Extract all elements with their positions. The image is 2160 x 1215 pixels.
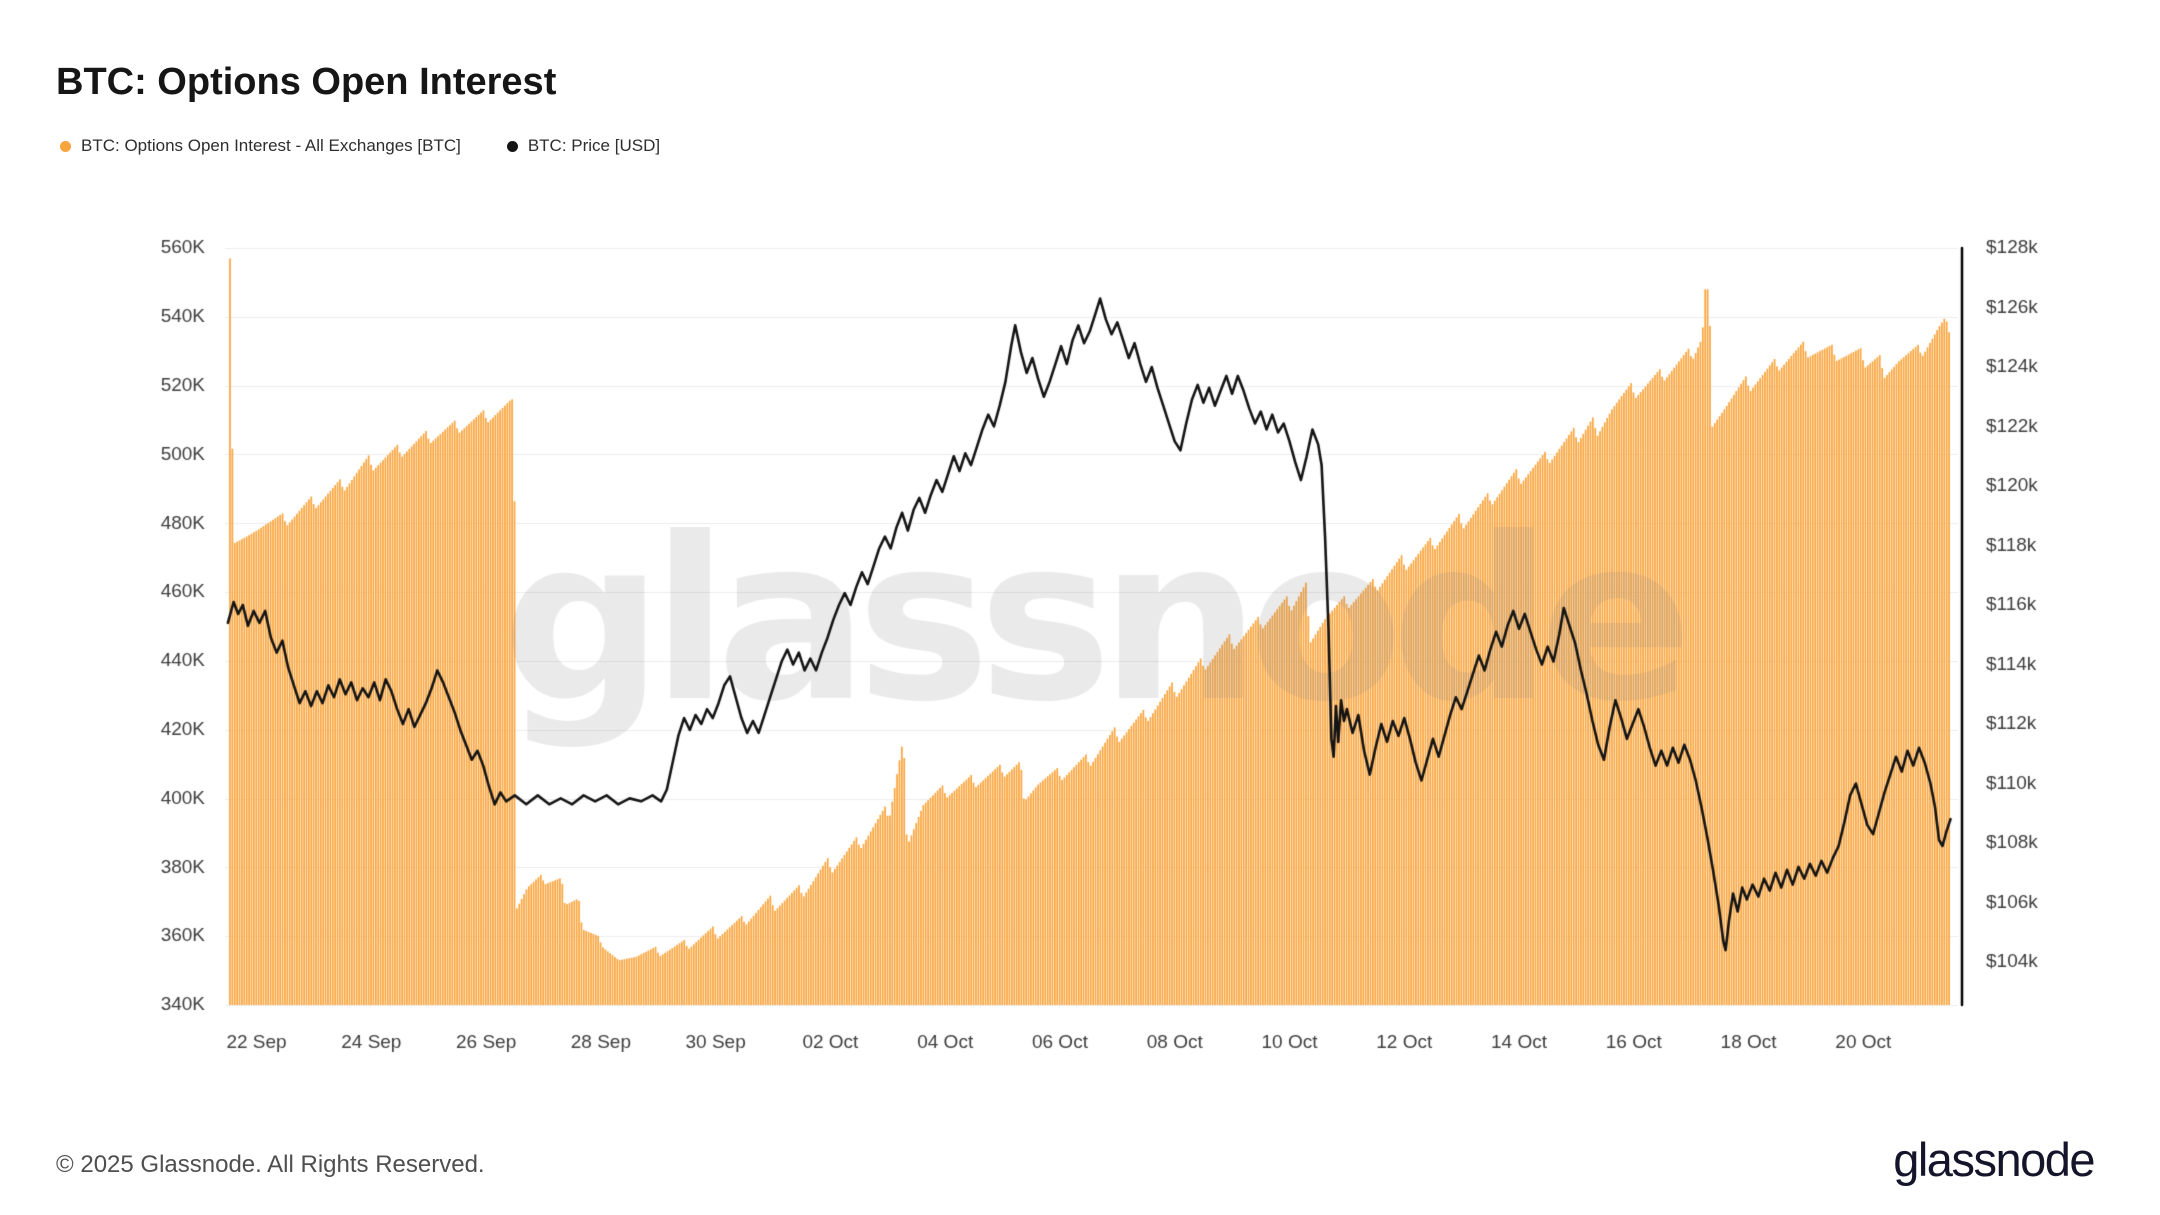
legend-item-open-interest[interactable]: BTC: Options Open Interest - All Exchang… [60,136,461,156]
legend-label-price: BTC: Price [USD] [527,136,661,155]
oi-price-chart-canvas[interactable] [0,210,2160,1090]
legend-item-price[interactable]: BTC: Price [USD] [506,136,661,156]
legend-swatch-orange-dot-icon [60,140,71,152]
legend-swatch-black-dot-icon [506,140,518,152]
page-title: BTC: Options Open Interest [56,61,557,104]
glassnode-logo: glassnode [1893,1133,2095,1186]
legend-label-open-interest: BTC: Options Open Interest - All Exchang… [81,136,461,155]
chart-legend: BTC: Options Open Interest - All Exchang… [60,136,660,156]
copyright-text: © 2025 Glassnode. All Rights Reserved. [56,1151,485,1178]
